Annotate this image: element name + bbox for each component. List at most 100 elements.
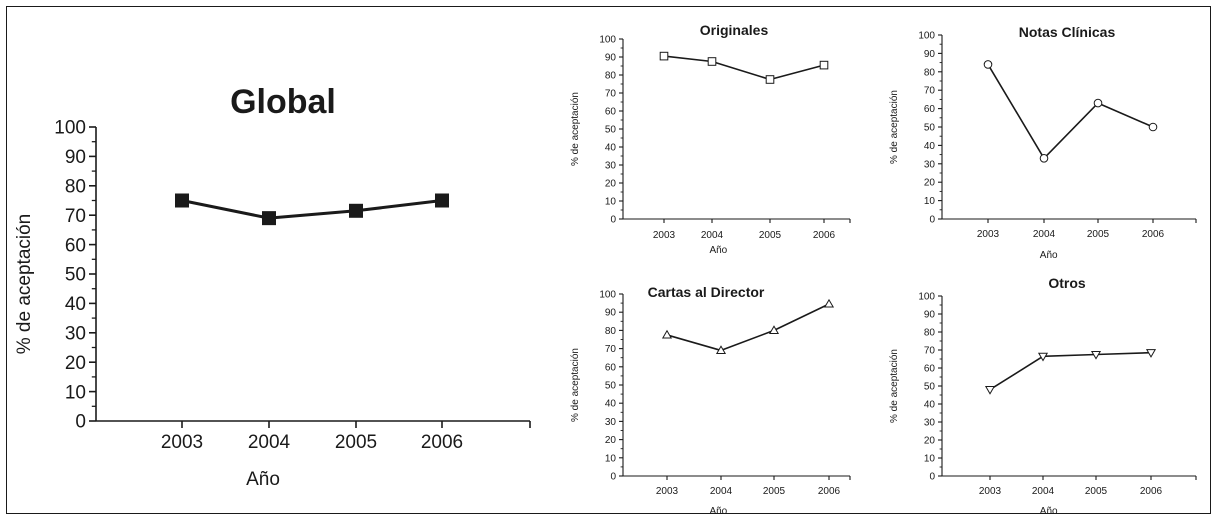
x-tick-label: 2003 [979, 486, 1002, 497]
data-point [435, 193, 449, 208]
x-tick-label: 2003 [977, 229, 1000, 240]
y-tick-label: 20 [924, 436, 936, 447]
y-tick-label: 50 [605, 125, 617, 136]
x-tick-label: 2005 [335, 432, 377, 453]
y-tick-label: 60 [65, 235, 86, 256]
y-tick-label: 10 [605, 453, 617, 464]
x-tick-label: 2006 [818, 486, 841, 497]
y-tick-label: 40 [65, 294, 86, 315]
x-tick-label: 2004 [710, 486, 733, 497]
y-tick-label: 100 [54, 118, 86, 139]
series-line [989, 351, 1152, 391]
y-tick-label: 30 [924, 159, 936, 170]
y-tick-label: 10 [924, 454, 936, 465]
data-point [661, 329, 673, 339]
y-tick-label: 100 [599, 35, 616, 46]
series-line [666, 303, 830, 352]
x-axis-label: Año [246, 469, 280, 490]
y-tick-label: 20 [605, 435, 617, 446]
x-tick-label: 2003 [653, 230, 676, 241]
y-tick-label: 10 [605, 197, 617, 208]
chart-panel-notas-clinicas: Notas Clínicas 0 10 20 30 40 50 60 70 80 90 100 2003… [889, 24, 1197, 261]
series-line [181, 199, 443, 220]
y-tick-label: 70 [605, 344, 617, 355]
y-tick-label: 80 [605, 326, 617, 337]
x-tick-label: 2006 [813, 230, 836, 241]
y-tick-label: 60 [605, 362, 617, 373]
y-tick-label: 0 [929, 472, 935, 483]
series-line [987, 64, 1154, 160]
x-axis-label: Año [1040, 250, 1058, 261]
y-tick-label: 90 [65, 147, 86, 168]
x-axis-label: Año [709, 506, 727, 517]
y-axis-label: % de aceptación [889, 90, 900, 164]
y-tick-label: 0 [75, 412, 86, 433]
data-point [707, 57, 717, 66]
y-tick-label: 90 [605, 308, 617, 319]
y-tick-label: 90 [924, 310, 936, 321]
chart-panel-otros: Otros 0 10 20 30 40 50 60 70 80 90 100 2003 2004 2005 2… [889, 275, 1197, 517]
y-tick-label: 60 [924, 364, 936, 375]
y-tick-label: 70 [605, 89, 617, 100]
x-axis-label: Año [709, 245, 727, 256]
y-tick-label: 80 [605, 71, 617, 82]
x-tick-label: 2006 [421, 432, 463, 453]
x-tick-label: 2003 [656, 486, 679, 497]
data-point [1037, 352, 1049, 362]
y-tick-label: 50 [65, 265, 86, 286]
y-tick-label: 70 [65, 206, 86, 227]
y-axis-label: % de aceptación [889, 349, 900, 423]
data-point [819, 60, 829, 70]
y-tick-label: 70 [924, 86, 936, 97]
y-tick-label: 40 [605, 399, 617, 410]
y-axis-label: % de aceptación [570, 348, 581, 422]
y-tick-label: 80 [924, 67, 936, 78]
y-tick-label: 10 [65, 382, 86, 403]
y-tick-label: 60 [924, 104, 936, 115]
x-tick-label: 2006 [1142, 229, 1165, 240]
chart-title: Otros [1048, 275, 1086, 291]
data-point [659, 51, 669, 61]
y-tick-label: 20 [605, 179, 617, 190]
data-point [823, 298, 835, 308]
x-tick-label: 2004 [701, 230, 724, 241]
data-point [1039, 153, 1049, 163]
x-tick-label: 2004 [1032, 486, 1055, 497]
figure-frame [6, 6, 1211, 514]
x-tick-label: 2005 [759, 230, 782, 241]
x-tick-label: 2006 [1140, 486, 1163, 497]
data-point [1093, 98, 1103, 108]
x-tick-label: 2004 [1033, 229, 1056, 240]
chart-title: Originales [700, 22, 769, 38]
y-tick-label: 90 [924, 49, 936, 60]
y-tick-label: 30 [924, 418, 936, 429]
data-point [983, 60, 993, 69]
y-tick-label: 40 [924, 141, 936, 152]
y-tick-label: 100 [918, 31, 935, 42]
data-point [765, 75, 775, 84]
data-point [1090, 350, 1102, 360]
x-tick-label: 2005 [1087, 229, 1110, 240]
data-point [1148, 122, 1158, 132]
x-axis-label: Año [1040, 506, 1058, 517]
chart-title: Cartas al Director [648, 284, 765, 300]
data-point [349, 203, 363, 218]
data-point [984, 386, 996, 395]
x-tick-label: 2004 [248, 432, 291, 453]
y-tick-label: 60 [605, 107, 617, 118]
y-tick-label: 0 [610, 472, 616, 483]
chart-panel-originales: Originales 0 10 20 30 40 50 60 70 80 90 100 2003 2004… [570, 22, 851, 256]
x-tick-label: 2003 [161, 432, 203, 453]
y-tick-label: 50 [924, 382, 936, 393]
data-point [262, 211, 276, 226]
chart-panel-cartas-al-director: Cartas al Director 0 10 20 30 40 50 60 70 80 90 100… [570, 284, 851, 517]
y-tick-label: 90 [605, 53, 617, 64]
y-tick-label: 80 [65, 176, 86, 197]
y-tick-label: 30 [605, 161, 617, 172]
y-axis-label: % de aceptación [14, 214, 35, 355]
y-tick-label: 0 [929, 215, 935, 226]
y-tick-label: 20 [65, 353, 86, 374]
chart-title: Notas Clínicas [1019, 24, 1116, 40]
x-tick-label: 2005 [763, 486, 786, 497]
